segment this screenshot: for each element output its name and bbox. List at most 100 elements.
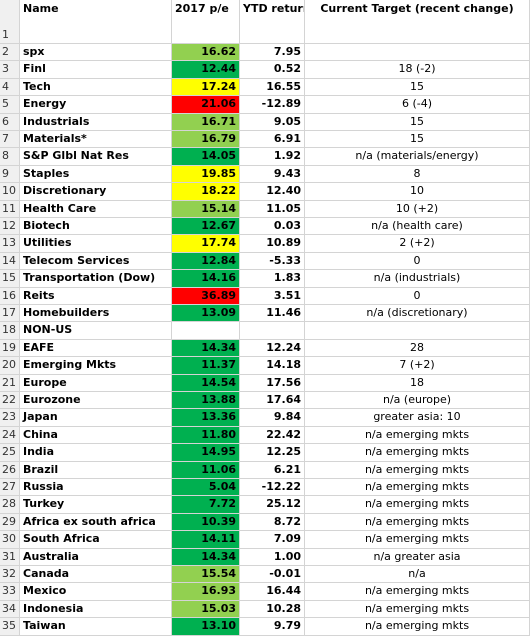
name-cell: Africa ex south africa (20, 513, 172, 532)
pe-cell: 18.22 (172, 183, 240, 201)
row-number: 23 (0, 409, 20, 427)
name-cell: Staples (20, 165, 172, 184)
pe-cell: 12.84 (172, 252, 240, 271)
name-cell: Europe (20, 374, 172, 392)
pe-cell: 16.79 (172, 131, 240, 149)
pe-cell: 7.72 (172, 496, 240, 514)
target-cell: n/a emerging mkts (305, 426, 530, 445)
row-number: 21 (0, 374, 20, 392)
header-cell: Current Target (recent change) (305, 0, 530, 44)
row-number: 11 (0, 200, 20, 218)
pe-cell: 15.54 (172, 566, 240, 584)
pe-cell: 21.06 (172, 96, 240, 114)
target-cell: n/a greater asia (305, 548, 530, 566)
row-number: 25 (0, 444, 20, 462)
row-number: 22 (0, 392, 20, 410)
pe-cell: 11.37 (172, 357, 240, 375)
ytd-cell: 1.83 (240, 270, 305, 288)
header-cell: Name (20, 0, 172, 44)
pe-cell: 36.89 (172, 287, 240, 305)
name-cell: Russia (20, 479, 172, 497)
name-cell: China (20, 426, 172, 445)
pe-cell (172, 322, 240, 340)
header-cell: 1 (0, 0, 20, 44)
pe-cell: 13.09 (172, 305, 240, 323)
pe-cell: 14.95 (172, 444, 240, 462)
name-cell: Eurozone (20, 392, 172, 410)
row-number: 10 (0, 183, 20, 201)
pe-cell: 15.03 (172, 600, 240, 619)
row-number: 27 (0, 479, 20, 497)
row-number: 20 (0, 357, 20, 375)
name-cell: South Africa (20, 531, 172, 549)
row-number: 7 (0, 131, 20, 149)
target-cell: 15 (305, 78, 530, 97)
ytd-cell: 7.09 (240, 531, 305, 549)
row-number: 5 (0, 96, 20, 114)
row-number: 14 (0, 252, 20, 271)
target-cell: n/a emerging mkts (305, 496, 530, 514)
target-cell: n/a emerging mkts (305, 479, 530, 497)
ytd-cell: 10.28 (240, 600, 305, 619)
pe-cell: 14.05 (172, 148, 240, 166)
header-cell: YTD return (240, 0, 305, 44)
row-number: 30 (0, 531, 20, 549)
ytd-cell: 22.42 (240, 426, 305, 445)
ytd-cell: 8.72 (240, 513, 305, 532)
name-cell: Japan (20, 409, 172, 427)
row-number: 16 (0, 287, 20, 305)
name-cell: NON-US (20, 322, 172, 340)
name-cell: Emerging Mkts (20, 357, 172, 375)
target-cell: n/a (europe) (305, 392, 530, 410)
row-number: 32 (0, 566, 20, 584)
target-cell: 2 (+2) (305, 235, 530, 253)
pe-cell: 14.16 (172, 270, 240, 288)
pe-cell: 11.80 (172, 426, 240, 445)
name-cell: Tech (20, 78, 172, 97)
target-cell: greater asia: 10 (305, 409, 530, 427)
name-cell: Energy (20, 96, 172, 114)
target-cell: 7 (+2) (305, 357, 530, 375)
target-cell: n/a emerging mkts (305, 531, 530, 549)
name-cell: Turkey (20, 496, 172, 514)
name-cell: Taiwan (20, 618, 172, 636)
header-cell: 2017 p/e (172, 0, 240, 44)
ytd-cell: 16.44 (240, 583, 305, 601)
pe-cell: 19.85 (172, 165, 240, 184)
target-cell: 10 (305, 183, 530, 201)
row-number: 15 (0, 270, 20, 288)
name-cell: EAFE (20, 339, 172, 358)
pe-cell: 11.06 (172, 461, 240, 479)
name-cell: S&P Glbl Nat Res (20, 148, 172, 166)
pe-cell: 17.74 (172, 235, 240, 253)
row-number: 4 (0, 78, 20, 97)
ytd-cell: 12.25 (240, 444, 305, 462)
target-cell: n/a emerging mkts (305, 513, 530, 532)
name-cell: Indonesia (20, 600, 172, 619)
name-cell: Telecom Services (20, 252, 172, 271)
target-cell: 0 (305, 252, 530, 271)
pe-cell: 12.67 (172, 218, 240, 236)
ytd-cell: -12.22 (240, 479, 305, 497)
pe-cell: 16.93 (172, 583, 240, 601)
pe-cell: 16.62 (172, 44, 240, 62)
row-number: 8 (0, 148, 20, 166)
target-cell: 28 (305, 339, 530, 358)
name-cell: Materials* (20, 131, 172, 149)
pe-cell: 17.24 (172, 78, 240, 97)
name-cell: India (20, 444, 172, 462)
ytd-cell: 17.56 (240, 374, 305, 392)
pe-cell: 13.88 (172, 392, 240, 410)
ytd-cell: 9.79 (240, 618, 305, 636)
pe-cell: 10.39 (172, 513, 240, 532)
pe-cell: 14.54 (172, 374, 240, 392)
row-number: 18 (0, 322, 20, 340)
name-cell: Homebuilders (20, 305, 172, 323)
row-number: 19 (0, 339, 20, 358)
pe-cell: 14.34 (172, 339, 240, 358)
ytd-cell: 17.64 (240, 392, 305, 410)
name-cell: spx (20, 44, 172, 62)
target-cell: 15 (305, 113, 530, 131)
row-number: 35 (0, 618, 20, 636)
